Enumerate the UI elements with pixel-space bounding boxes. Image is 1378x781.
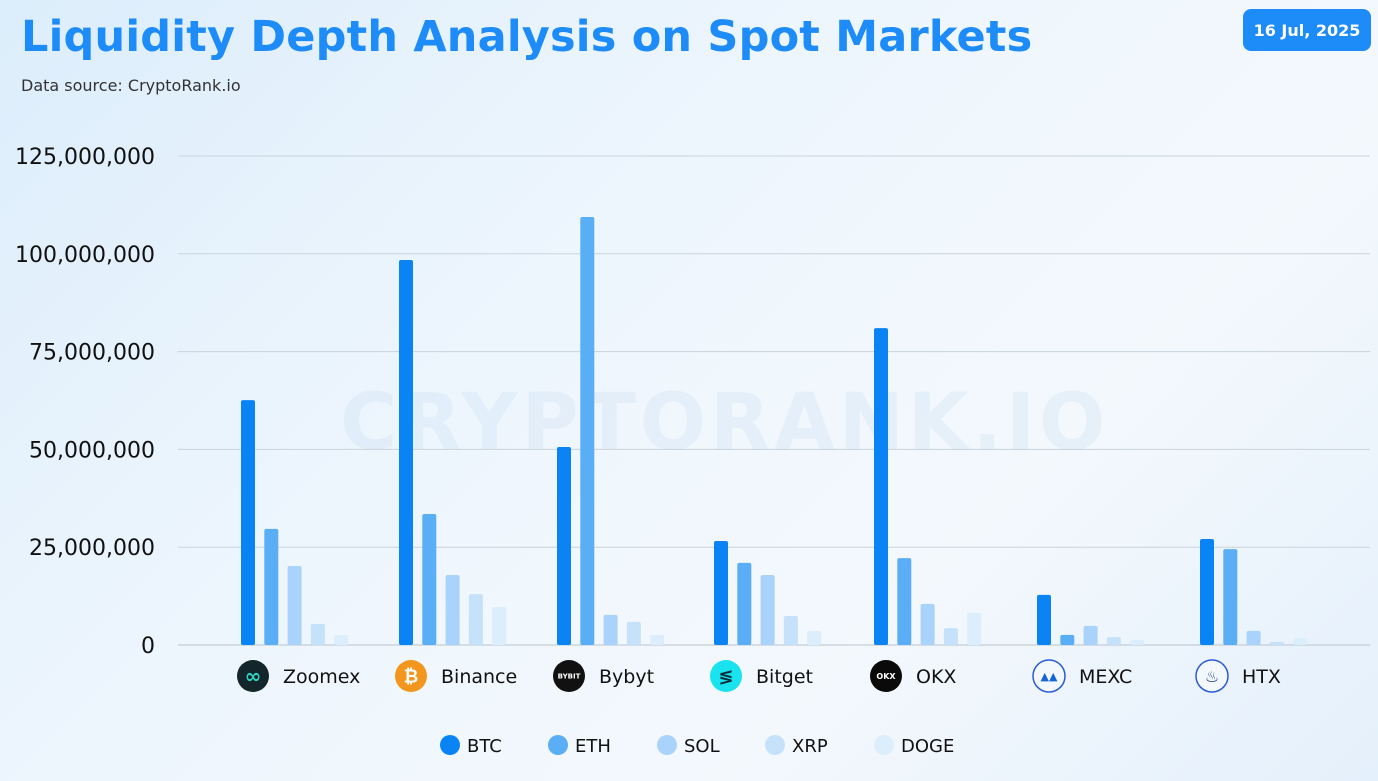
legend-label-doge: DOGE [901,736,954,757]
x-category-label: Bitget [756,666,813,688]
bar-doge-bitget [807,630,822,645]
bar-sol-binance [445,574,460,645]
legend-swatch-btc [440,735,460,755]
x-category-label: Bybyt [599,666,654,688]
y-tick-label: 50,000,000 [29,438,155,463]
bar-doge-binance [492,607,507,645]
bar-doge-bybyt [650,634,665,645]
bar-btc-okx [874,328,888,645]
bar-sol-htx [1246,630,1261,645]
legend-swatch-eth [548,735,568,755]
bar-eth-mexc [1060,634,1075,645]
data-source: Data source: CryptoRank.io [21,76,241,95]
legend-swatch-doge [874,735,894,755]
bar-btc-binance [399,260,413,645]
y-tick-label: 75,000,000 [29,341,155,366]
bar-doge-mexc [1130,639,1145,645]
bar-eth-binance [422,513,437,645]
x-category-label: Zoomex [283,666,360,688]
bar-xrp-mexc [1106,637,1121,645]
bar-sol-bybyt [603,614,618,645]
okx-logo-icon [870,660,902,692]
bar-btc-bybyt [557,447,571,645]
y-tick-label: 100,000,000 [15,243,155,268]
bar-btc-zoomex [241,400,255,645]
bar-doge-htx [1293,637,1308,645]
bar-xrp-bitget [783,616,798,645]
okx-logo-icon-glyph: OKX [876,672,896,681]
bitget-logo-icon-glyph: ≶ [718,666,733,687]
legend-label-eth: ETH [575,736,611,757]
legend-label-btc: BTC [467,736,502,757]
bar-xrp-okx [943,628,958,645]
bar-eth-okx [897,558,912,645]
zoomex-logo-icon-glyph: ∞ [245,664,262,688]
legend-label-sol: SOL [684,736,720,757]
bar-btc-htx [1200,538,1214,645]
mexc-logo-icon-glyph: ▲▲ [1041,670,1058,683]
bar-xrp-htx [1269,641,1284,645]
bar-btc-mexc [1037,594,1051,645]
mexc-logo-icon [1032,659,1066,693]
bar-sol-zoomex [287,565,302,645]
legend-label-xrp: XRP [792,736,828,757]
bar-eth-htx [1223,549,1238,645]
bar-sol-okx [920,603,935,645]
bar-btc-bitget [714,540,728,645]
chart-title: Liquidity Depth Analysis on Spot Markets [21,12,1033,62]
bybit-logo-icon-glyph: BYBIT [558,673,581,681]
bar-doge-zoomex [334,634,349,645]
bitget-logo-icon [710,660,742,692]
watermark: CRYPTORANK.IO [340,378,1110,468]
htx-logo-icon-glyph: ♨ [1205,667,1219,686]
binance-logo-icon [395,660,427,692]
date-badge: 16 Jul, 2025 [1243,9,1371,51]
htx-logo-icon [1195,659,1229,693]
bar-eth-zoomex [264,528,279,645]
y-tick-label: 0 [141,634,155,659]
bar-eth-bybyt [580,217,595,645]
legend-swatch-xrp [765,735,785,755]
bar-sol-mexc [1083,625,1098,645]
bar-sol-bitget [760,574,775,645]
x-category-label: HTX [1242,666,1281,688]
y-tick-label: 125,000,000 [15,145,155,170]
bybit-logo-icon [553,660,585,692]
bar-xrp-zoomex [310,623,325,645]
x-category-label: OKX [916,666,956,688]
bar-xrp-bybyt [626,621,641,645]
y-tick-label: 25,000,000 [29,536,155,561]
legend-swatch-sol [657,735,677,755]
zoomex-logo-icon [237,660,269,692]
x-category-label: Binance [441,666,517,688]
bar-doge-okx [967,612,982,645]
x-category-label: MEXC [1079,666,1132,688]
bar-eth-bitget [737,562,752,645]
binance-logo-icon-glyph: ₿ [404,666,419,687]
bar-xrp-binance [468,594,483,645]
